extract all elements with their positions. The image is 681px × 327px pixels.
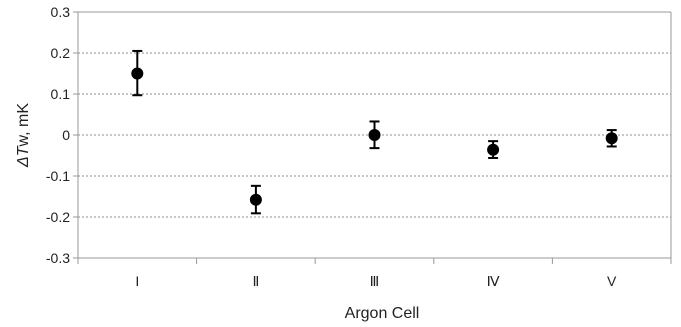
x-tick-label: I bbox=[135, 273, 139, 289]
data-point bbox=[249, 193, 262, 206]
x-tick-label: V bbox=[607, 273, 617, 289]
y-tick-label: -0.2 bbox=[46, 209, 70, 225]
y-tick-label: -0.1 bbox=[46, 168, 70, 184]
y-tick-labels: 0.3 0.2 0.1 0 -0.1 -0.2 -0.3 bbox=[46, 4, 70, 266]
error-bars bbox=[132, 49, 617, 215]
y-tick-label: -0.3 bbox=[46, 250, 70, 266]
x-tick-label: Ⅱ bbox=[252, 273, 259, 289]
x-tick-label: Ⅲ bbox=[370, 273, 380, 289]
y-tick-label: 0.1 bbox=[51, 86, 71, 102]
y-axis-title: ΔTw, mK bbox=[15, 103, 32, 168]
y-axis-title-symbol: ΔT bbox=[15, 145, 32, 168]
data-point bbox=[487, 143, 500, 156]
y-axis-title-rest: w, mK bbox=[15, 103, 32, 148]
x-axis-title: Argon Cell bbox=[345, 305, 420, 322]
data-points bbox=[131, 67, 618, 206]
data-point bbox=[368, 129, 381, 141]
x-tick-label: Ⅳ bbox=[487, 273, 500, 289]
x-tick-labels: I Ⅱ Ⅲ Ⅳ V bbox=[135, 273, 617, 289]
y-tick-label: 0.3 bbox=[51, 4, 71, 20]
y-tick-label: 0.2 bbox=[51, 45, 71, 61]
y-tick-label: 0 bbox=[62, 127, 70, 143]
data-point bbox=[131, 67, 144, 80]
data-point bbox=[605, 132, 618, 145]
axes bbox=[73, 11, 672, 264]
